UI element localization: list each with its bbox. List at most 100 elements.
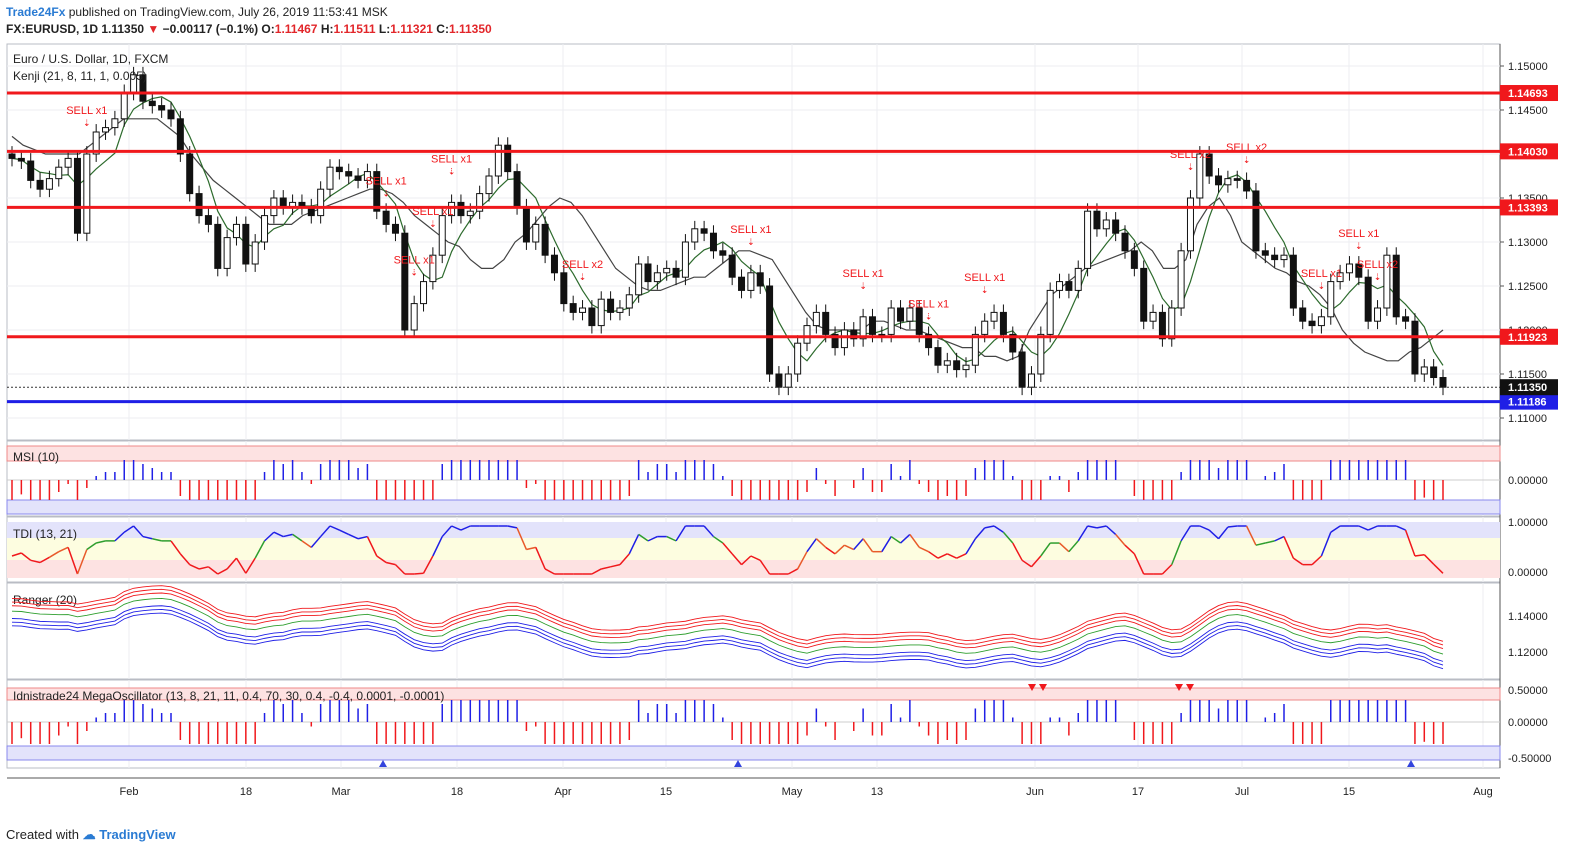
tdi-line-segment [11, 552, 22, 557]
candle-body [999, 311, 1007, 335]
tdi-line-segment [516, 527, 528, 550]
tdi-title: TDI (13, 21) [13, 527, 77, 541]
candle-body [1149, 311, 1157, 322]
low-key: L: [378, 22, 391, 36]
tdi-line-segment [1255, 542, 1266, 546]
oversold-marker-icon [1407, 760, 1415, 767]
msi-tick-label: 0.00000 [1508, 475, 1548, 487]
publisher-name[interactable]: Trade24Fx [6, 5, 66, 19]
candle-body [410, 303, 418, 331]
mega-title: Idnistrade24 MegaOscillator (13, 8, 21, … [13, 689, 444, 703]
kenji-slow-line [11, 118, 1444, 362]
tdi-line-segment [170, 540, 181, 555]
sell-signal-arrow-icon: ⇣ [410, 268, 418, 278]
tdi-line-segment [591, 568, 602, 575]
candle-body [840, 329, 848, 349]
tdi-line-segment [601, 566, 611, 570]
candle-body [186, 153, 194, 195]
tdi-line-segment [283, 533, 293, 538]
sell-signal-arrow-icon: ⇣ [1243, 155, 1251, 165]
candle-body [195, 193, 203, 217]
sell-signal-arrow-icon: ⇣ [429, 219, 437, 229]
close-value: 1.11350 [448, 22, 492, 36]
tdi-line-segment [123, 525, 135, 533]
candle-body [1009, 333, 1017, 353]
candle-body [232, 223, 240, 239]
msi-title: MSI (10) [13, 450, 59, 464]
tdi-line-segment [133, 525, 144, 538]
tradingview-brand[interactable]: TradingView [99, 827, 176, 842]
tdi-line-segment [675, 525, 687, 542]
tdi-line-segment [544, 568, 555, 575]
sell-signal-arrow-icon: ⇣ [1355, 241, 1363, 251]
candle-body [1383, 254, 1391, 309]
sell-signal-label: SELL x1 [1338, 228, 1379, 240]
tdi-line-segment [339, 529, 350, 536]
tdi-line-segment [647, 535, 658, 542]
candle-body [943, 360, 951, 366]
tdi-line-segment [1171, 540, 1182, 565]
candle-body [579, 307, 587, 313]
level-price-label: 1.11923 [1508, 332, 1547, 344]
level-price-tag [1500, 328, 1558, 345]
candle-body [981, 320, 989, 335]
x-tick-label: Feb [120, 786, 139, 798]
candle-body [279, 197, 287, 208]
tdi-line-segment [1208, 529, 1220, 540]
candle-body [92, 131, 100, 155]
ranger-band-line [11, 598, 1444, 655]
sell-signal-label: SELL x1 [394, 255, 435, 267]
tdi-line-segment [1105, 525, 1117, 535]
tdi-line-segment [245, 557, 256, 574]
candle-body [401, 232, 409, 331]
candle-body [878, 333, 886, 336]
tdi-line-segment [993, 525, 1004, 533]
y-tick-label: 1.14500 [1508, 105, 1548, 117]
tdi-line-segment [900, 533, 911, 544]
candle-body [906, 307, 914, 322]
candle-body [756, 272, 764, 287]
tdi-line-segment [666, 535, 677, 542]
candle-body [812, 311, 820, 327]
tradingview-logo-icon[interactable]: ☁ [82, 827, 96, 842]
candle-body [719, 250, 727, 256]
sell-signal-arrow-icon: ⇣ [1318, 281, 1326, 291]
tdi-line-segment [1274, 535, 1285, 542]
candle-body [569, 303, 577, 313]
tdi-line-segment [984, 525, 995, 529]
x-tick-label: 18 [451, 786, 463, 798]
sell-signal-arrow-icon: ⇣ [1374, 272, 1382, 282]
ohlc-line: FX:EURUSD, 1D 1.11350 ▼ −0.00117 (−0.1%)… [6, 22, 492, 36]
candle-body [466, 210, 474, 217]
tdi-line-segment [713, 535, 724, 544]
candle-body [1336, 272, 1344, 283]
candle-body [1084, 210, 1092, 269]
candle-body [897, 307, 905, 322]
candle-body [1392, 254, 1400, 318]
tdi-line-segment [76, 549, 88, 575]
x-tick-label: Mar [332, 786, 351, 798]
sell-signal-label: SELL x1 [843, 268, 884, 280]
candle-body [1327, 281, 1335, 318]
overbought-marker-icon [1039, 684, 1047, 691]
x-tick-label: 15 [1343, 786, 1355, 798]
ranger-band-line [11, 605, 1444, 662]
candle-body [934, 347, 942, 366]
kenji-fast-line [11, 96, 1444, 366]
tdi-line-segment [918, 546, 929, 553]
tdi-line-segment [853, 538, 864, 551]
tdi-line-segment [1030, 555, 1042, 568]
candle-body [73, 157, 81, 234]
candle-body [1439, 377, 1447, 388]
candle-body [1196, 153, 1204, 199]
low-value: 1.11321 [390, 22, 433, 36]
tdi-line-segment [273, 531, 284, 538]
tdi-line-segment [357, 535, 368, 540]
candle-body [1243, 179, 1251, 192]
candle-body [1074, 267, 1082, 291]
close-key: C: [436, 22, 449, 36]
candle-body [1224, 178, 1232, 186]
tdi-line-segment [1096, 525, 1107, 529]
mega-tick-label: 0.50000 [1508, 685, 1548, 697]
